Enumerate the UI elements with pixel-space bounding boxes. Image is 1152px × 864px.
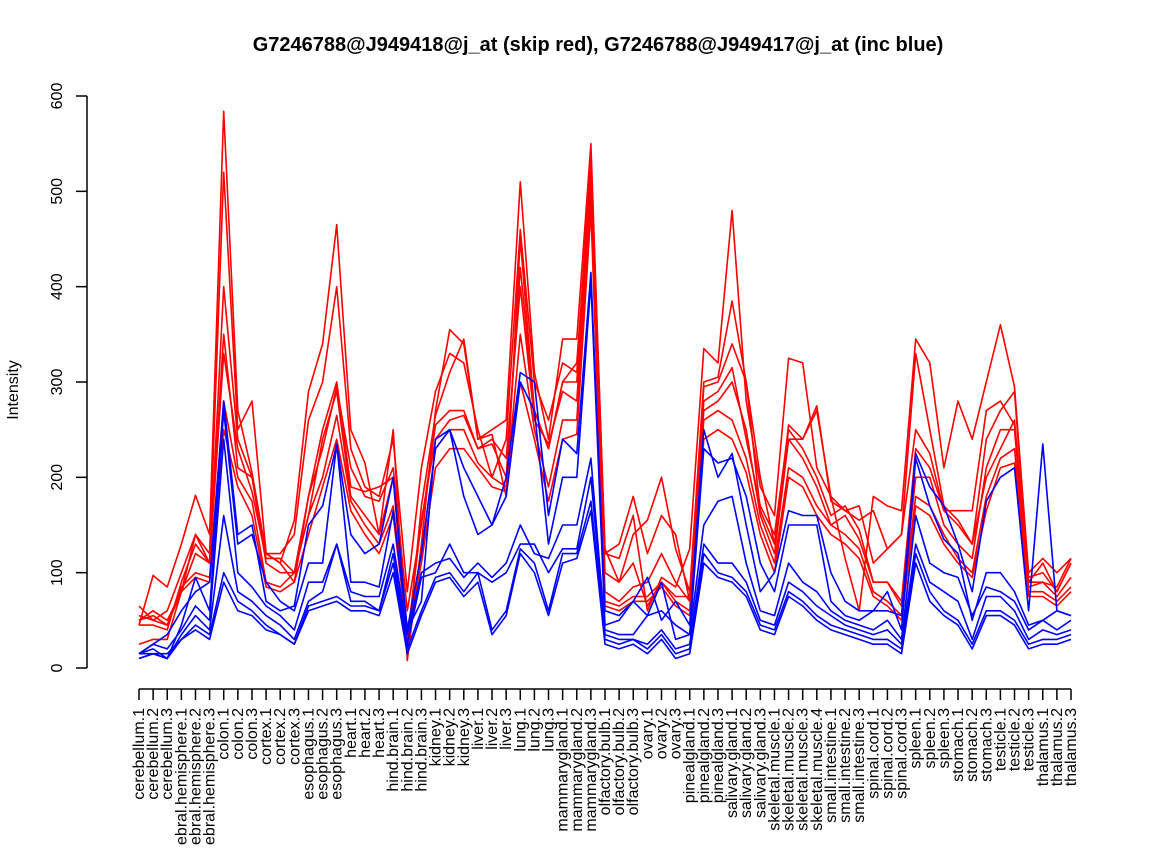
x-tick-label: thalamus.2 (1049, 708, 1066, 786)
x-tick-label: kidney.1 (428, 708, 445, 767)
x-tick-label: kidney.2 (442, 708, 459, 767)
x-tick-label: stomach.1 (950, 708, 967, 782)
x-tick-label: salivary.gland.1 (724, 708, 741, 818)
y-tick-label: 100 (49, 559, 66, 586)
x-tick-label: liver.3 (498, 708, 515, 750)
x-tick-label: mammarygland.3 (583, 708, 600, 832)
x-tick-label: hind.brain.1 (385, 708, 402, 792)
x-tick-label: salivary.gland.2 (738, 708, 755, 818)
x-tick-label: mammarygland.2 (569, 708, 586, 832)
x-tick-label: testicle.3 (1021, 708, 1038, 771)
x-tick-label: heart.3 (371, 708, 388, 758)
x-tick-label: small.intestine.3 (851, 708, 868, 823)
x-tick-label: ebral.hemisphere.1 (173, 708, 190, 845)
y-tick-label: 600 (49, 83, 66, 110)
x-tick-label: ovary.2 (653, 708, 670, 759)
x-tick-label: olfactory.bulb.1 (597, 708, 614, 815)
x-tick-label: stomach.2 (964, 708, 981, 782)
x-tick-label: cerebellum.2 (145, 708, 162, 800)
y-tick-label: 0 (49, 663, 66, 672)
chart-title: G7246788@J949418@j_at (skip red), G72467… (253, 34, 944, 56)
x-tick-label: small.intestine.1 (823, 708, 840, 823)
x-tick-label: heart.1 (343, 708, 360, 758)
x-tick-label: salivary.gland.3 (752, 708, 769, 818)
x-tick-label: olfactory.bulb.3 (625, 708, 642, 815)
x-tick-label: hind.brain.2 (399, 708, 416, 792)
x-tick-label: lung.1 (512, 708, 529, 752)
x-tick-label: esophagus.2 (315, 708, 332, 800)
x-tick-label: ovary.1 (639, 708, 656, 759)
x-tick-label: ebral.hemisphere.3 (202, 708, 219, 845)
x-tick-label: thalamus.3 (1063, 708, 1080, 786)
x-tick-label: ovary.3 (668, 708, 685, 759)
x-tick-label: esophagus.3 (329, 708, 346, 800)
plot-area (138, 110, 1072, 662)
x-tick-label: small.intestine.2 (837, 708, 854, 823)
x-tick-label: hind.brain.3 (413, 708, 430, 792)
x-tick-label: lung.3 (541, 708, 558, 752)
x-tick-label: testicle.1 (992, 708, 1009, 771)
x-tick-label: colon.2 (230, 708, 247, 760)
y-tick-label: 200 (49, 464, 66, 491)
x-tick-label: spleen.3 (936, 708, 953, 769)
x-tick-label: spinal.cord.1 (865, 708, 882, 799)
x-tick-label: spleen.2 (922, 708, 939, 769)
x-tick-label: heart.2 (357, 708, 374, 758)
x-tick-label: skeletal.muscle.4 (809, 708, 826, 831)
x-tick-label: ebral.hemisphere.2 (187, 708, 204, 845)
x-tick-label: colon.1 (216, 708, 233, 760)
x-tick-label: spinal.cord.3 (894, 708, 911, 799)
x-tick-label: skeletal.muscle.2 (781, 708, 798, 831)
x-tick-label: mammarygland.1 (555, 708, 572, 832)
x-tick-label: esophagus.1 (300, 708, 317, 800)
x-tick-label: testicle.2 (1007, 708, 1024, 771)
x-tick-label: cerebellum.1 (131, 708, 148, 800)
y-tick-label: 400 (49, 273, 66, 300)
x-tick-label: skeletal.muscle.3 (795, 708, 812, 831)
x-tick-label: pinealgland.3 (710, 708, 727, 803)
x-tick-label: kidney.3 (456, 708, 473, 767)
x-tick-label: cortex.2 (272, 708, 289, 765)
x-tick-label: cortex.1 (258, 708, 275, 765)
x-tick-label: olfactory.bulb.2 (611, 708, 628, 815)
x-tick-label: cerebellum.3 (159, 708, 176, 800)
series-line-inc-8 (138, 271, 1072, 655)
y-axis: 0 100 200 300 400 500 600 (49, 83, 88, 672)
x-tick-label: spinal.cord.2 (879, 708, 896, 799)
x-axis: cerebellum.1cerebellum.2cerebellum.3ebra… (131, 688, 1080, 845)
x-tick-label: pinealgland.1 (682, 708, 699, 803)
x-tick-label: thalamus.1 (1035, 708, 1052, 786)
y-tick-label: 500 (49, 178, 66, 205)
x-tick-label: stomach.3 (978, 708, 995, 782)
x-tick-label: cortex.3 (286, 708, 303, 765)
x-tick-label: liver.1 (470, 708, 487, 750)
series-line-inc-13 (138, 509, 1072, 660)
x-tick-label: pinealgland.2 (696, 708, 713, 803)
y-axis-label: Intensity (5, 360, 22, 420)
y-tick-label: 300 (49, 369, 66, 396)
x-tick-label: colon.3 (244, 708, 261, 760)
x-tick-label: skeletal.muscle.1 (766, 708, 783, 831)
x-tick-label: spleen.1 (908, 708, 925, 769)
x-tick-label: liver.2 (484, 708, 501, 750)
x-tick-label: lung.2 (526, 708, 543, 752)
